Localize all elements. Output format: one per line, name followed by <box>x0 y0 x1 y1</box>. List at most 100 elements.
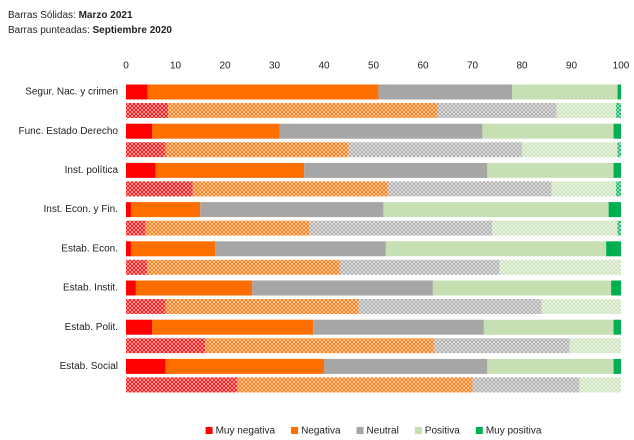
bar-solid <box>126 319 153 335</box>
bar-solid <box>613 358 621 374</box>
x-tick-label: 70 <box>467 61 479 72</box>
bar-dotted <box>168 103 438 118</box>
bar-solid <box>606 241 621 257</box>
bar-dotted <box>499 259 621 275</box>
bar-dotted <box>434 338 570 354</box>
bar-dotted <box>617 220 621 236</box>
dotted-period: Septiembre 2020 <box>93 25 173 36</box>
bar-solid <box>135 280 253 296</box>
x-tick-label: 0 <box>123 61 129 72</box>
bar-dotted <box>556 103 617 118</box>
bar-solid <box>385 241 607 257</box>
bar-dotted <box>165 142 349 158</box>
bar-dotted <box>145 220 310 236</box>
bar-solid <box>279 123 483 139</box>
bar-solid <box>324 358 488 374</box>
solid-period: Marzo 2021 <box>79 10 133 21</box>
bar-solid <box>304 162 488 178</box>
bar-solid <box>487 162 614 178</box>
x-tick-label: 20 <box>219 61 231 72</box>
x-tick-label: 80 <box>516 61 528 72</box>
bar-dotted <box>147 259 341 275</box>
bar-solid <box>126 280 136 296</box>
bar-dotted <box>579 377 621 393</box>
bar-solid <box>130 202 201 218</box>
bar-dotted <box>388 181 552 197</box>
bar-dotted <box>551 181 617 197</box>
bar-solid <box>512 84 618 100</box>
category-label: Func. Estado Derecho <box>19 126 119 137</box>
legend-label: Negativa <box>301 426 341 437</box>
legend-swatch <box>414 427 422 434</box>
bar-solid <box>126 123 153 139</box>
bar-solid <box>482 123 614 139</box>
bar-solid <box>608 202 621 218</box>
bar-solid <box>483 319 614 335</box>
bar-dotted <box>126 181 193 197</box>
bar-solid <box>126 358 166 374</box>
bar-dotted <box>126 299 166 314</box>
bar-solid <box>611 280 621 296</box>
legend-label: Neutral <box>367 426 399 437</box>
bar-dotted <box>340 259 500 275</box>
bar-dotted <box>616 103 621 118</box>
bar-dotted <box>541 299 621 314</box>
bar-dotted <box>617 142 621 158</box>
bar-dotted <box>126 259 148 275</box>
solid-label: Barras Sólidas: <box>8 10 76 21</box>
legend-swatch <box>291 427 299 434</box>
bar-solid <box>487 358 614 374</box>
bar-dotted <box>437 103 557 118</box>
bar-dotted <box>165 299 359 314</box>
bar-solid <box>147 84 379 100</box>
bar-solid <box>613 123 621 139</box>
category-label: Estab. Econ. <box>61 243 118 254</box>
bar-dotted <box>126 377 238 393</box>
category-label: Inst. Econ. y Fin. <box>44 204 118 215</box>
bar-dotted <box>192 181 389 197</box>
category-label: Estab. Polit. <box>65 322 118 333</box>
bar-dotted <box>616 181 621 197</box>
solid-note: Barras Sólidas: Marzo 2021 <box>8 10 133 21</box>
bar-solid <box>432 280 612 296</box>
bar-solid <box>215 241 386 257</box>
bar-solid <box>126 202 131 218</box>
x-tick-label: 40 <box>318 61 330 72</box>
legend: Muy negativa Negativa Neutral Positiva Muy p… <box>205 426 542 437</box>
bar-dotted <box>205 338 435 354</box>
dotted-label: Barras punteadas: <box>8 25 90 36</box>
bar-dotted <box>309 220 493 236</box>
bar-dotted <box>126 338 206 354</box>
legend-swatch <box>475 427 483 434</box>
x-tick-label: 50 <box>368 61 380 72</box>
bar-solid <box>152 123 280 139</box>
bar-solid <box>155 162 305 178</box>
bar-dotted <box>237 377 473 393</box>
bar-solid <box>613 319 621 335</box>
bar-dotted <box>126 220 146 236</box>
bar-dotted <box>472 377 580 393</box>
category-label: Segur. Nac. y crimen <box>25 87 118 98</box>
bar-dotted <box>348 142 522 158</box>
bar-solid <box>313 319 484 335</box>
bar-solid <box>200 202 384 218</box>
legend-label: Muy negativa <box>216 426 276 437</box>
x-tick-label: 100 <box>613 61 630 72</box>
bar-solid <box>617 84 621 100</box>
bar-dotted <box>569 338 621 354</box>
category-label: Inst. política <box>65 165 119 176</box>
bar-solid <box>252 280 433 296</box>
legend-label: Muy positiva <box>486 426 542 437</box>
bar-solid <box>165 358 324 374</box>
x-tick-label: 90 <box>566 61 578 72</box>
legend-swatch <box>356 427 364 434</box>
bar-solid <box>613 162 621 178</box>
bar-dotted <box>358 299 542 314</box>
bar-solid <box>130 241 216 257</box>
category-label: Estab. Instit. <box>63 283 118 294</box>
bar-solid <box>152 319 314 335</box>
x-tick-label: 60 <box>417 61 429 72</box>
bar-dotted <box>522 142 618 158</box>
x-tick-label: 30 <box>269 61 281 72</box>
